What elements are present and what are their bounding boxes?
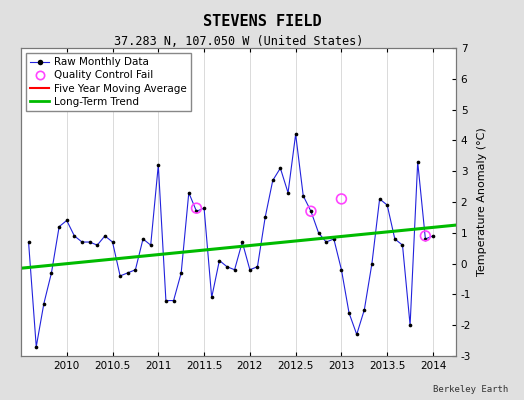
Point (55, 224, 63, 230)
Point (238, 239, 246, 245)
Y-axis label: Temperature Anomaly (°C): Temperature Anomaly (°C) (477, 128, 487, 276)
Point (314, 230, 323, 236)
Point (269, 177, 277, 184)
Point (32, 344, 40, 350)
Point (421, 236, 430, 242)
Point (85, 239, 94, 245)
Point (184, 190, 193, 196)
Point (93, 242, 102, 248)
Point (231, 266, 239, 273)
Point (108, 239, 117, 245)
Point (192, 208, 201, 214)
Title: 37.283 N, 107.050 W (United States): 37.283 N, 107.050 W (United States) (114, 35, 363, 48)
Point (307, 208, 315, 214)
Point (177, 270, 185, 276)
Point (299, 193, 308, 199)
Text: STEVENS FIELD: STEVENS FIELD (203, 14, 321, 29)
Point (101, 233, 109, 239)
Text: Berkeley Earth: Berkeley Earth (433, 385, 508, 394)
Point (192, 205, 201, 211)
Point (291, 131, 300, 138)
Point (154, 162, 162, 168)
Point (383, 202, 391, 208)
Point (284, 190, 292, 196)
Point (360, 306, 368, 313)
Point (62, 217, 71, 224)
Point (223, 264, 231, 270)
Point (208, 294, 216, 301)
Point (375, 196, 384, 202)
Point (40, 300, 48, 307)
Point (353, 331, 361, 338)
Point (413, 159, 422, 165)
Point (429, 233, 437, 239)
Point (131, 266, 139, 273)
Point (253, 264, 261, 270)
Point (169, 297, 178, 304)
Point (307, 208, 315, 214)
Point (330, 236, 338, 242)
Point (147, 242, 155, 248)
Point (261, 214, 269, 220)
Point (200, 205, 208, 211)
Point (337, 266, 346, 273)
Point (390, 236, 399, 242)
Point (246, 266, 254, 273)
Point (322, 239, 330, 245)
Point (124, 270, 132, 276)
Point (116, 273, 124, 279)
Point (78, 239, 86, 245)
Point (337, 196, 346, 202)
Point (70, 233, 79, 239)
Point (139, 236, 147, 242)
Point (421, 233, 430, 239)
Point (276, 165, 285, 171)
Point (47, 270, 56, 276)
Point (368, 260, 376, 267)
Point (215, 257, 224, 264)
Point (406, 322, 414, 328)
Legend: Raw Monthly Data, Quality Control Fail, Five Year Moving Average, Long-Term Tren: Raw Monthly Data, Quality Control Fail, … (26, 53, 191, 111)
Point (398, 242, 407, 248)
Point (345, 310, 353, 316)
Point (162, 297, 170, 304)
Point (25, 239, 33, 245)
